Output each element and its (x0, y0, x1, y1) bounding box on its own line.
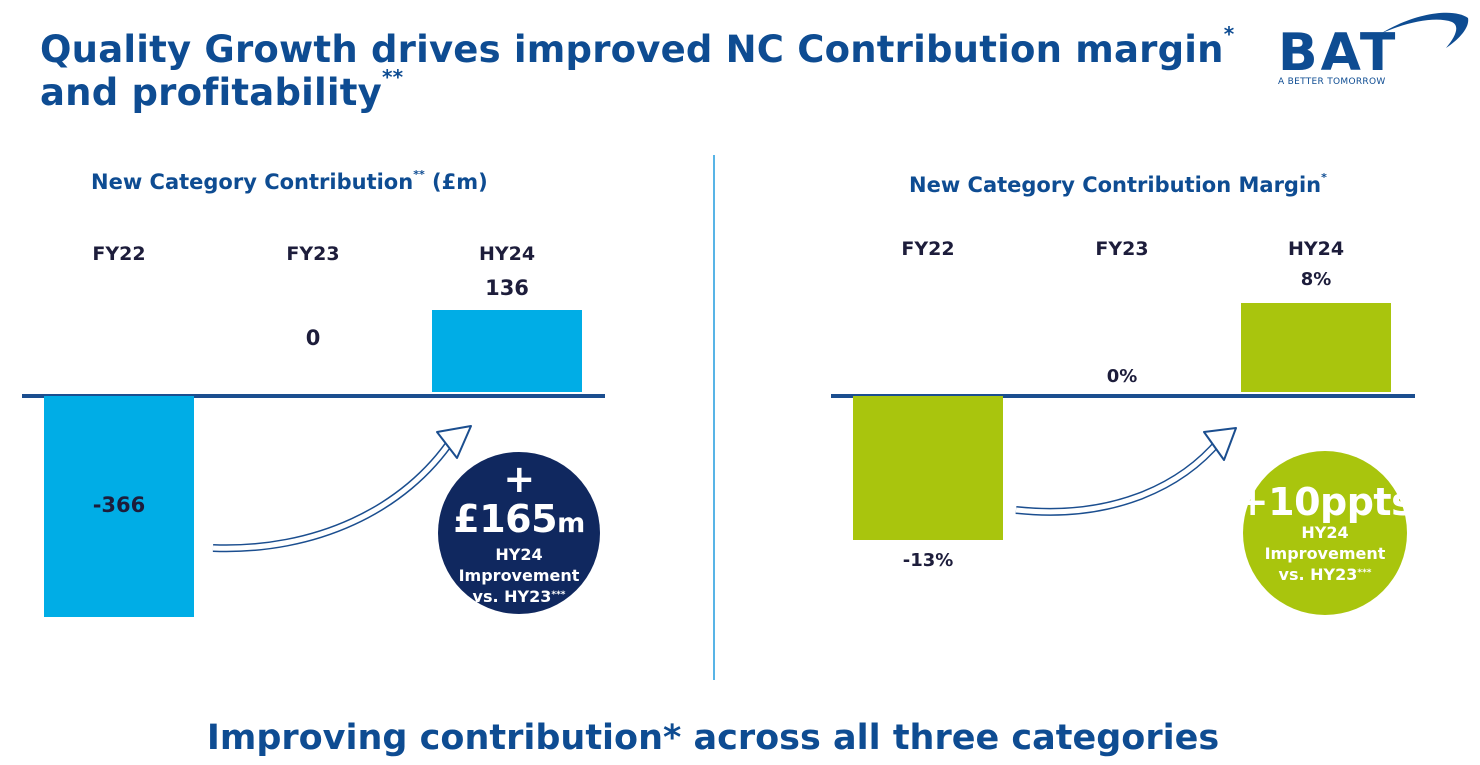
contribution-chart-title-footnote: ** (413, 168, 425, 181)
margin-category-hy24: HY24 (1287, 238, 1345, 260)
contribution-improvement-amount: +£165 (453, 457, 558, 541)
contribution-improvement-value: +£165m (438, 459, 600, 544)
margin-improvement-label: Improvement (1264, 543, 1386, 563)
contribution-improvement-unit: m (557, 508, 585, 539)
margin-improvement-value: +10ppts (1236, 479, 1414, 524)
contribution-value-label-fy23: 0 (305, 326, 321, 350)
contribution-chart-title-unit: (£m) (424, 170, 488, 194)
title-line2: and profitability (40, 71, 383, 114)
contribution-improvement-bubble: +£165m HY24 Improvement vs. HY23*** (438, 452, 600, 614)
margin-growth-arrow-icon (1015, 427, 1237, 516)
contribution-category-fy22: FY22 (92, 243, 146, 265)
contribution-category-fy23: FY23 (286, 243, 340, 265)
margin-chart-title-text: New Category Contribution Margin (909, 173, 1322, 197)
contribution-zero-baseline (22, 394, 605, 398)
logo-tagline: A BETTER TOMORROW (1278, 77, 1386, 87)
panel-divider (713, 155, 715, 680)
contribution-bar-hy24 (432, 309, 582, 392)
contribution-category-hy24: HY24 (478, 243, 536, 265)
title-line2-footnote: ** (382, 65, 404, 89)
page-title: Quality Growth drives improved NC Contri… (40, 24, 1234, 114)
margin-value-label-fy22: -13% (902, 550, 954, 571)
contribution-bar-fy22 (44, 396, 194, 617)
contribution-improvement-period: HY24 (495, 545, 543, 564)
margin-improvement-comparison: vs. HY23*** (1279, 564, 1372, 585)
margin-bar-fy22 (853, 396, 1003, 540)
contribution-improvement-comparison-text: vs. HY23 (472, 587, 552, 606)
margin-category-fy22: FY22 (901, 238, 955, 260)
contribution-chart-title: New Category Contribution** (£m) (91, 168, 488, 194)
logo-wordmark: BAT (1278, 23, 1398, 83)
margin-improvement-comparison-text: vs. HY23 (1278, 564, 1358, 584)
contribution-growth-arrow-icon (212, 425, 472, 553)
margin-improvement-period: HY24 (1301, 522, 1349, 542)
title-line1-footnote: * (1223, 22, 1235, 46)
contribution-improvement-label: Improvement (458, 566, 580, 585)
margin-bar-hy24 (1241, 303, 1391, 392)
margin-value-label-hy24: 8% (1300, 269, 1332, 291)
margin-zero-baseline (831, 394, 1415, 398)
margin-improvement-footnote: *** (1357, 567, 1372, 578)
bat-logo: BAT A BETTER TOMORROW (1278, 12, 1469, 87)
contribution-chart: New Category Contribution** (£m) +£165m … (0, 0, 740, 700)
contribution-improvement-comparison: vs. HY23*** (473, 586, 566, 607)
contribution-value-label-hy24: 136 (485, 275, 529, 300)
margin-category-fy23: FY23 (1095, 238, 1149, 260)
margin-chart-title: New Category Contribution Margin* (909, 171, 1327, 197)
margin-chart: New Category Contribution Margin* +10ppt… (740, 0, 1480, 700)
margin-improvement-bubble: +10ppts HY24 Improvement vs. HY23*** (1237, 451, 1414, 615)
contribution-chart-title-text: New Category Contribution (91, 170, 414, 194)
contribution-improvement-footnote: *** (551, 590, 566, 600)
title-line1: Quality Growth drives improved NC Contri… (40, 28, 1224, 71)
logo-swoosh (1380, 12, 1469, 48)
footer-tagline: Improving contribution* across all three… (206, 718, 1220, 758)
contribution-value-label-fy22: -366 (92, 492, 146, 517)
margin-value-label-fy23: 0% (1106, 366, 1138, 387)
margin-chart-title-footnote: * (1321, 171, 1327, 184)
